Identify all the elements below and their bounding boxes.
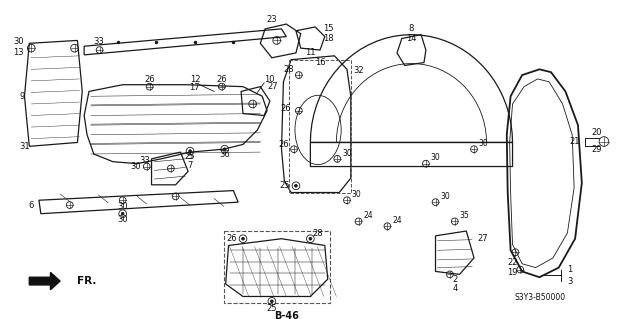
FancyArrow shape [255,311,288,319]
Text: 30: 30 [440,192,450,201]
Text: 22: 22 [508,258,518,267]
Text: 24: 24 [364,211,373,220]
Text: 15: 15 [323,24,333,33]
Circle shape [223,148,226,151]
Text: 30: 30 [117,215,128,224]
Text: 5: 5 [187,152,193,161]
Circle shape [189,150,191,152]
Text: 9: 9 [20,92,25,101]
Text: 25: 25 [185,152,195,161]
Text: B-46: B-46 [274,311,299,319]
Text: FR.: FR. [77,276,97,286]
Polygon shape [29,272,60,290]
Text: 33: 33 [140,156,150,165]
Text: 25: 25 [267,304,277,313]
Text: 16: 16 [315,58,325,67]
Text: 3: 3 [568,277,573,286]
Text: 27: 27 [267,82,278,91]
Text: 30: 30 [117,203,128,211]
Text: 17: 17 [189,83,200,92]
Text: 24: 24 [392,216,402,225]
Text: 26: 26 [278,140,289,149]
Text: 30: 30 [13,37,24,46]
Text: 28: 28 [313,229,323,238]
Text: 8: 8 [409,24,414,33]
Text: 2: 2 [452,275,458,284]
Text: 14: 14 [406,34,417,43]
Text: 25: 25 [279,181,290,190]
Text: 1: 1 [568,265,573,274]
Circle shape [242,237,244,240]
Text: 6: 6 [29,201,34,210]
Text: 26: 26 [226,234,237,243]
Text: 4: 4 [452,284,458,293]
Text: 12: 12 [189,75,200,85]
Circle shape [309,237,312,240]
Text: 36: 36 [220,150,230,159]
Text: 30: 30 [431,153,440,162]
Text: 29: 29 [591,145,602,154]
Text: 11: 11 [305,48,316,57]
Text: 33: 33 [93,37,104,46]
Text: 30: 30 [479,139,488,148]
Text: 30: 30 [352,190,362,199]
Text: 26: 26 [216,75,227,85]
Text: 10: 10 [264,75,275,85]
Text: 30: 30 [342,149,352,158]
Text: 31: 31 [20,142,30,151]
Circle shape [122,212,124,215]
Text: 19: 19 [508,268,518,277]
Text: 26: 26 [144,75,155,85]
Text: 28: 28 [284,65,294,74]
Circle shape [294,184,298,187]
Text: 13: 13 [13,48,24,57]
Text: 35: 35 [460,211,469,220]
Text: 30: 30 [130,162,141,171]
Text: 27: 27 [477,234,488,243]
Text: 7: 7 [187,161,193,170]
Text: 20: 20 [591,128,602,137]
Text: 26: 26 [280,104,291,113]
Text: 18: 18 [323,34,333,43]
Text: 32: 32 [354,66,364,75]
Text: 23: 23 [266,15,277,24]
Circle shape [271,300,273,303]
Text: S3Y3-B50000: S3Y3-B50000 [515,293,566,302]
Text: 21: 21 [570,137,580,146]
